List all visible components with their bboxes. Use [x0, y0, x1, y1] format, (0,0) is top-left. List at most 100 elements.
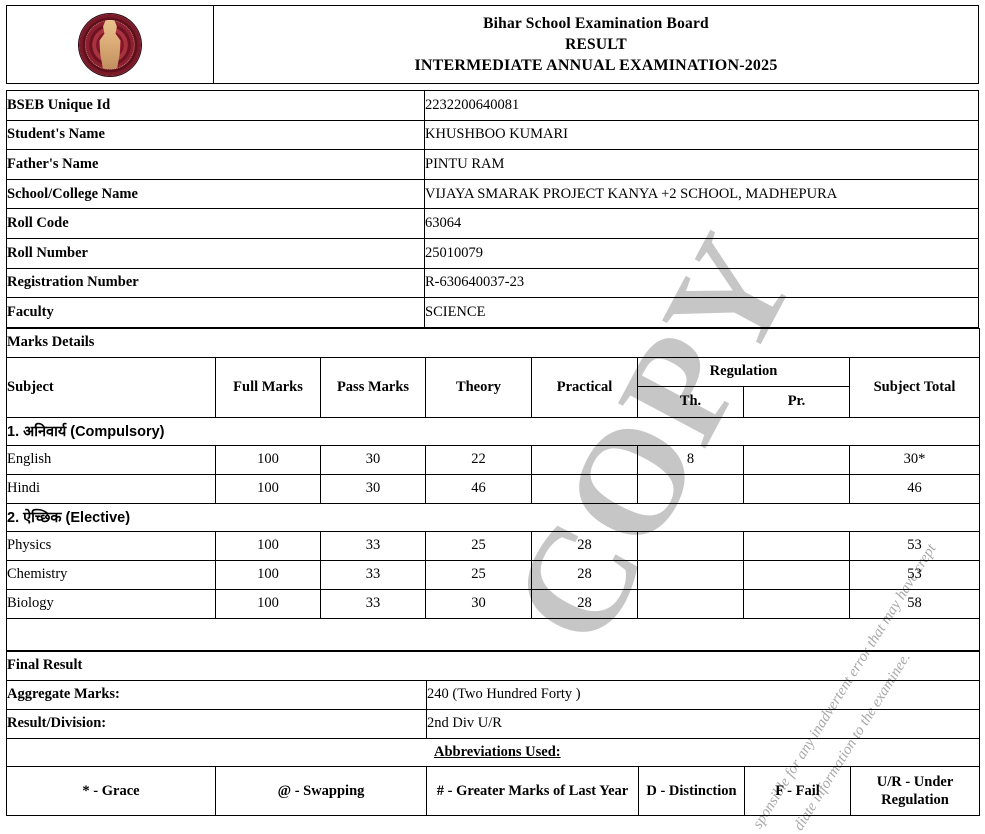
final-result-table: Final Result Aggregate Marks: 240 (Two H… — [5, 650, 981, 816]
full-marks-english: 100 — [215, 444, 321, 475]
final-result-title: Final Result — [5, 650, 981, 681]
info-label-roll-code: Roll Code — [6, 208, 425, 239]
theory-marks-chemistry: 25 — [425, 559, 532, 590]
pass-marks-chemistry: 33 — [320, 559, 426, 590]
abbreviation-under-regulation: U/R - Under Regulation — [849, 765, 981, 816]
abbreviations-title: Abbreviations Used: — [434, 744, 561, 761]
table-row: School/College Name VIJAYA SMARAK PROJEC… — [6, 178, 979, 210]
marks-details-table: Marks Details Subject Full Marks Pass Ma… — [5, 327, 981, 651]
marks-details-title: Marks Details — [5, 327, 981, 358]
theory-marks-english: 22 — [425, 444, 532, 475]
table-row: Biology 100 33 30 28 58 — [6, 588, 981, 619]
full-marks-biology: 100 — [215, 588, 321, 619]
column-header-regulation-pr: Pr. — [743, 386, 850, 418]
info-label-faculty: Faculty — [6, 297, 425, 328]
group-heading-elective-text: 2. ऐच्छिक (Elective) — [7, 510, 131, 527]
document-header: Bihar School Examination Board RESULT IN… — [6, 5, 979, 84]
abbreviations-title-row: Abbreviations Used: — [5, 737, 981, 767]
group-heading-compulsory-text: 1. अनिवार्य (Compulsory) — [7, 424, 165, 441]
abbreviation-swapping: @ - Swapping — [215, 765, 427, 816]
result-label: RESULT — [565, 36, 627, 53]
info-label-fathers-name: Father's Name — [6, 149, 425, 180]
column-header-full-marks: Full Marks — [215, 356, 321, 418]
info-label-school-college-name: School/College Name — [6, 178, 425, 210]
info-value-bseb-unique-id: 2232200640081 — [424, 90, 979, 121]
column-header-theory: Theory — [425, 356, 532, 418]
marks-header-row-2: Th. Pr. — [7, 386, 980, 418]
spacer-cell — [5, 617, 981, 651]
regulation-th-physics — [637, 530, 744, 561]
theory-marks-biology: 30 — [425, 588, 532, 619]
marks-header-row-1: Subject Full Marks Pass Marks Theory Pra… — [6, 356, 981, 418]
regulation-pr-physics — [743, 530, 850, 561]
column-header-regulation: Regulation — [637, 356, 850, 388]
subject-name-physics: Physics — [6, 530, 216, 561]
title-cell: Bihar School Examination Board RESULT IN… — [213, 5, 979, 84]
result-document: COPY sponsible for any inadvertent error… — [5, 5, 981, 833]
table-row: Physics 100 33 25 28 53 — [6, 530, 981, 561]
info-value-faculty: SCIENCE — [424, 297, 979, 328]
info-label-registration-number: Registration Number — [6, 267, 425, 299]
header-row: Bihar School Examination Board RESULT IN… — [6, 5, 979, 84]
table-row: English 100 30 22 8 30* — [6, 444, 981, 475]
aggregate-marks-label: Aggregate Marks: — [6, 679, 427, 710]
theory-marks-physics: 25 — [425, 530, 532, 561]
regulation-pr-hindi — [743, 473, 850, 504]
subject-total-biology: 58 — [848, 588, 981, 619]
info-value-roll-number: 25010079 — [424, 237, 979, 269]
abbreviation-fail: F - Fail — [744, 765, 851, 816]
practical-marks-biology: 28 — [531, 588, 638, 619]
subject-total-physics: 53 — [848, 530, 981, 561]
info-label-students-name: Student's Name — [6, 119, 425, 151]
theory-marks-hindi: 46 — [425, 473, 532, 504]
subject-name-english: English — [6, 444, 216, 475]
info-value-roll-code: 63064 — [424, 208, 979, 239]
subject-total-hindi: 46 — [848, 473, 981, 504]
full-marks-chemistry: 100 — [215, 559, 321, 590]
column-header-regulation-th: Th. — [637, 386, 744, 418]
pass-marks-biology: 33 — [320, 588, 426, 619]
full-marks-hindi: 100 — [215, 473, 321, 504]
logo-cell — [6, 5, 214, 84]
table-row: Student's Name KHUSHBOO KUMARI — [6, 119, 979, 151]
group-heading-compulsory: 1. अनिवार्य (Compulsory) — [5, 416, 981, 446]
practical-marks-hindi — [531, 473, 638, 504]
final-result-title-row: Final Result — [5, 650, 981, 681]
info-value-school-college-name: VIJAYA SMARAK PROJECT KANYA +2 SCHOOL, M… — [424, 178, 979, 210]
regulation-pr-biology — [743, 588, 850, 619]
info-label-bseb-unique-id: BSEB Unique Id — [6, 90, 425, 121]
subject-name-chemistry: Chemistry — [6, 559, 216, 590]
subject-name-biology: Biology — [6, 588, 216, 619]
regulation-th-biology — [637, 588, 744, 619]
table-row: Registration Number R-630640037-23 — [6, 267, 979, 299]
abbreviation-greater-marks: # - Greater Marks of Last Year — [426, 765, 639, 816]
group-heading-row-compulsory: 1. अनिवार्य (Compulsory) — [5, 416, 981, 446]
column-header-subject-total: Subject Total — [848, 356, 981, 418]
abbreviation-grace: * - Grace — [6, 765, 216, 816]
table-row: Father's Name PINTU RAM — [6, 149, 979, 180]
info-value-students-name: KHUSHBOO KUMARI — [424, 119, 979, 151]
info-value-registration-number: R-630640037-23 — [424, 267, 979, 299]
subject-name-hindi: Hindi — [6, 473, 216, 504]
table-row: Roll Number 25010079 — [6, 237, 979, 269]
group-heading-elective: 2. ऐच्छिक (Elective) — [5, 502, 981, 532]
abbreviations-row: * - Grace @ - Swapping # - Greater Marks… — [6, 765, 981, 816]
exam-name: INTERMEDIATE ANNUAL EXAMINATION-2025 — [414, 57, 778, 74]
regulation-th-hindi — [637, 473, 744, 504]
abbreviations-title-cell: Abbreviations Used: — [5, 737, 981, 767]
regulation-th-chemistry — [637, 559, 744, 590]
student-info-table: BSEB Unique Id 2232200640081 Student's N… — [6, 90, 979, 328]
full-marks-physics: 100 — [215, 530, 321, 561]
regulation-pr-chemistry — [743, 559, 850, 590]
subject-total-chemistry: 53 — [848, 559, 981, 590]
table-row: Chemistry 100 33 25 28 53 — [6, 559, 981, 590]
column-header-pass-marks: Pass Marks — [320, 356, 426, 418]
practical-marks-chemistry: 28 — [531, 559, 638, 590]
aggregate-marks-row: Aggregate Marks: 240 (Two Hundred Forty … — [6, 679, 981, 710]
pass-marks-hindi: 30 — [320, 473, 426, 504]
practical-marks-english — [531, 444, 638, 475]
abbreviation-distinction: D - Distinction — [638, 765, 745, 816]
column-header-subject: Subject — [6, 356, 216, 418]
table-row: Roll Code 63064 — [6, 208, 979, 239]
group-heading-row-elective: 2. ऐच्छिक (Elective) — [5, 502, 981, 532]
